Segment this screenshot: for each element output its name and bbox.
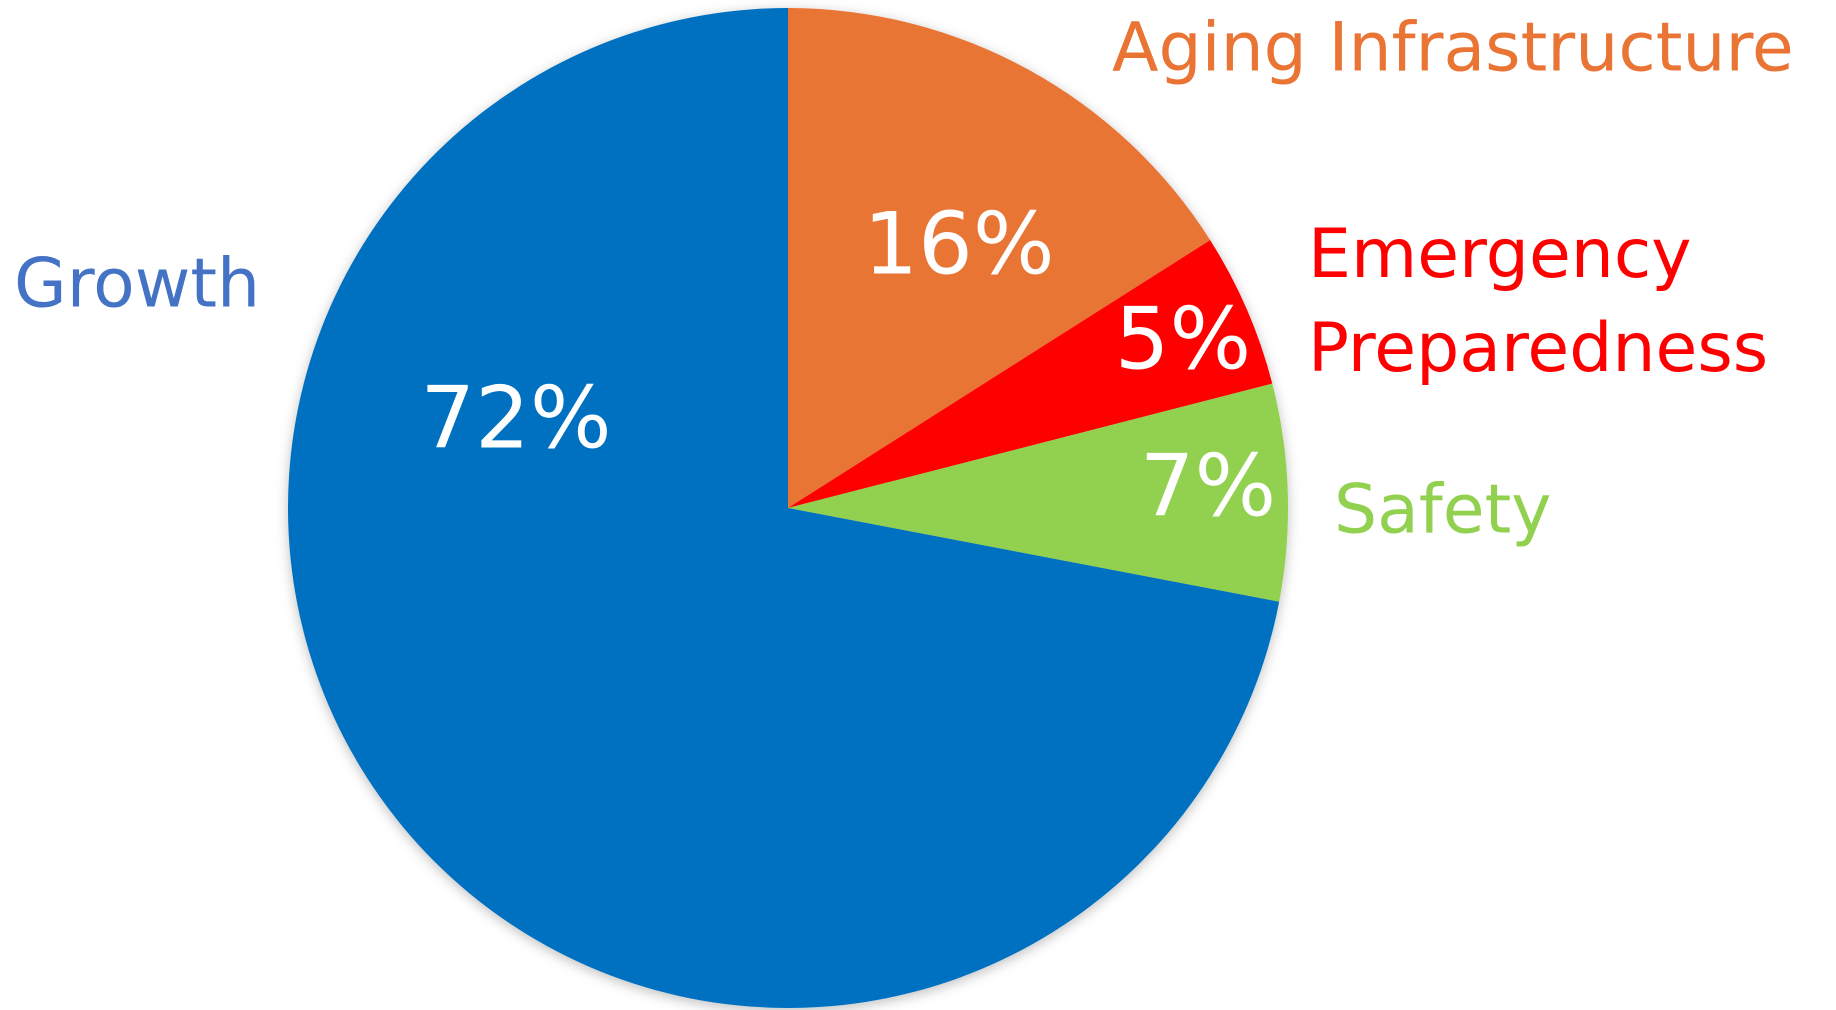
category-label: Emergency Preparedness [1308, 215, 1768, 388]
pie-slice [288, 8, 1280, 1009]
category-label: Aging Infrastructure [1112, 9, 1794, 88]
category-label: Growth [14, 245, 260, 324]
pie-slice [788, 8, 1211, 508]
pie [288, 8, 1289, 1009]
data-label: 16% [863, 194, 1054, 294]
data-label: 7% [1140, 436, 1276, 536]
data-label: 5% [1115, 289, 1251, 389]
pie-slice [788, 240, 1273, 508]
pie-slice [788, 383, 1289, 602]
category-label: Safety [1334, 471, 1552, 550]
data-label: 72% [420, 368, 611, 468]
